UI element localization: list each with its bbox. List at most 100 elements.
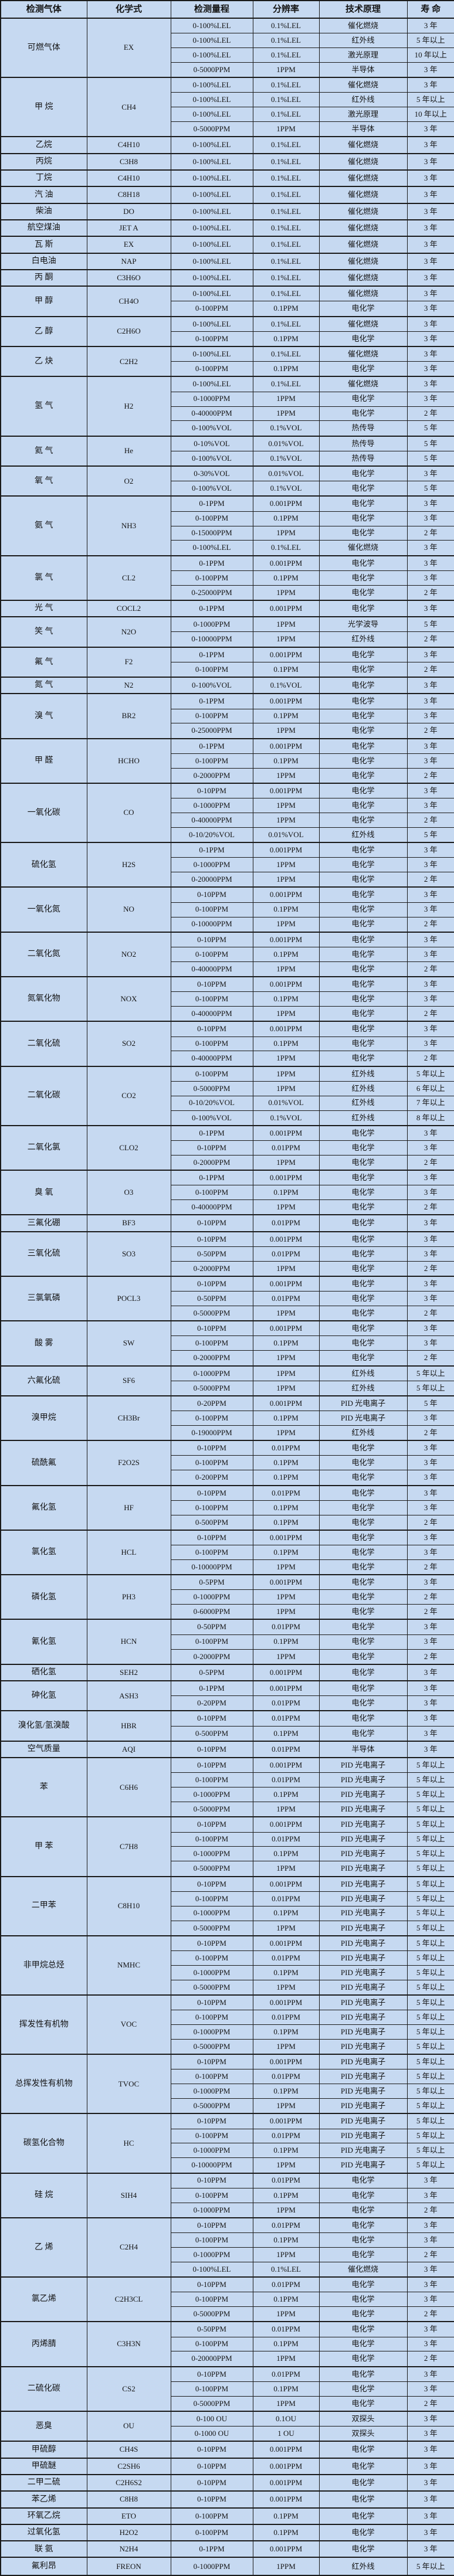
range-cell: 0-1000PPM	[170, 616, 253, 633]
formula-cell: AQI	[86, 1740, 171, 1758]
principle-cell: 电化学	[319, 584, 408, 601]
column-header-2: 检测量程	[170, 0, 253, 19]
lifespan-cell: 5 年	[406, 481, 454, 497]
principle-cell: 红外线	[319, 33, 408, 49]
table-row: 氮氧化物 NOX 0-10PPM 0.001PPM 电化学 3 年	[0, 976, 454, 1022]
resolution-cell: 1PPM	[252, 1260, 320, 1277]
resolution-cell: 0.001PPM	[252, 1757, 320, 1773]
resolution-cell: 1PPM	[252, 1065, 320, 1082]
range-cell: 0-1000PPM	[170, 2024, 253, 2040]
resolution-cell: 0.1OU	[252, 2410, 320, 2427]
lifespan-cell: 5 年以上	[406, 1787, 454, 1803]
range-cell: 0-100PPM	[170, 331, 253, 347]
resolution-cell: 0.1PPM	[252, 511, 320, 526]
lifespan-cell: 2 年	[406, 1051, 454, 1067]
range-cell: 0-1PPM	[170, 599, 253, 617]
resolution-cell: 1PPM	[252, 2202, 320, 2218]
lifespan-cell: 3 年	[406, 331, 454, 347]
column-header-0: 检测气体	[0, 0, 87, 19]
resolution-cell: 0.1%LEL	[252, 47, 320, 63]
formula-cell: C8H18	[86, 186, 171, 204]
range-cell: 0-100PPM	[170, 1891, 253, 1906]
range-cell: 0-100PPM	[170, 946, 253, 962]
range-cell: 0-100PPM	[170, 2507, 253, 2525]
table-row: 氯 气 CL2 0-1PPM 0.001PPM 电化学 3 年	[0, 555, 454, 601]
resolution-cell: 1PPM	[252, 813, 320, 828]
gas-name-cell: 三氟化硼	[0, 1214, 87, 1232]
range-cell: 0-2000PPM	[170, 1350, 253, 1367]
table-row: 0-1000PPM 0.1PPM PID 光电离子 5 年以上	[1, 2143, 454, 2159]
lifespan-cell: 5 年以上	[406, 2113, 454, 2129]
formula-cell: SF6	[86, 1365, 171, 1396]
range-cell: 0-100%LEL	[170, 186, 253, 204]
table-row: 溴 气 BR2 0-1PPM 0.001PPM 电化学 3 年	[0, 693, 454, 739]
formula-cell: BR2	[86, 693, 171, 739]
lifespan-cell: 3 年	[406, 842, 454, 858]
table-row: 二硫化碳 CS2 0-10PPM 0.01PPM 电化学 3 年	[0, 2366, 454, 2412]
table-row: 氮 气 N2 0-100%VOL 0.1%VOL 电化学 3 年	[0, 677, 454, 694]
resolution-cell: 0.001PPM	[252, 646, 320, 662]
gas-name-cell: 丙 酮	[0, 269, 87, 287]
table-row: 0-100%VOL 0.1%VOL 电化学 5 年	[1, 481, 454, 497]
range-cell: 0-100PPM	[170, 2187, 253, 2203]
table-row: 0-1000PPM 1PPM 电化学 2 年	[1, 1589, 454, 1605]
principle-cell: 电化学	[319, 946, 408, 962]
range-cell: 0-10PPM	[170, 2054, 253, 2070]
table-row: 氯化氢 HCL 0-10PPM 0.001PPM 电化学 3 年	[0, 1529, 454, 1575]
table-row: 氧 气 O2 0-30%VOL 0.01%VOL 电化学 3 年	[0, 465, 454, 497]
principle-cell: 半导体	[319, 62, 408, 78]
range-cell: 0-500PPM	[170, 1725, 253, 1742]
lifespan-cell: 3 年	[406, 391, 454, 407]
principle-cell: 电化学	[319, 1545, 408, 1560]
resolution-cell: 1PPM	[252, 525, 320, 541]
resolution-cell: 0.01PPM	[252, 1710, 320, 1727]
resolution-cell: 0.1PPM	[252, 2336, 320, 2352]
principle-cell: 电化学	[319, 1604, 408, 1620]
formula-cell: SEH2	[86, 1663, 171, 1681]
formula-cell: CO	[86, 782, 171, 843]
range-cell: 0-1PPM	[170, 2540, 253, 2558]
formula-cell: EX	[86, 236, 171, 254]
formula-cell: NAP	[86, 252, 171, 270]
lifespan-cell: 3 年	[406, 376, 454, 392]
gas-name-cell: 乙 烯	[0, 2217, 87, 2278]
range-cell: 0-100%LEL	[170, 219, 253, 237]
gas-name-cell: 二氧化碳	[0, 1065, 87, 1126]
lifespan-cell: 3 年	[406, 152, 454, 171]
resolution-cell: 0.1PPM	[252, 570, 320, 586]
resolution-cell: 1PPM	[252, 1861, 320, 1877]
resolution-cell: 0.1PPM	[252, 1411, 320, 1426]
range-cell: 0-1000PPM	[170, 2143, 253, 2159]
lifespan-cell: 5 年以上	[406, 1994, 454, 2011]
table-row: 0-1000PPM 1PPM 电化学 3 年	[1, 391, 454, 407]
range-cell: 0-10PPM	[170, 1440, 253, 1456]
lifespan-cell: 5 年以上	[406, 1831, 454, 1847]
gas-name-cell: 笑 气	[0, 616, 87, 648]
formula-cell: DO	[86, 202, 171, 220]
resolution-cell: 1PPM	[252, 616, 320, 633]
resolution-cell: 0.001PPM	[252, 693, 320, 709]
table-row: 硫化氢 H2S 0-1PPM 0.001PPM 电化学 3 年	[0, 842, 454, 888]
lifespan-cell: 3 年	[406, 1545, 454, 1560]
table-row: 氟 气 F2 0-1PPM 0.001PPM 电化学 3 年	[0, 646, 454, 678]
range-cell: 0-100PPM	[170, 2381, 253, 2397]
formula-cell: HCN	[86, 1619, 171, 1665]
table-row: 0-500PPM 0.1PPM 电化学 2 年	[1, 1514, 454, 1531]
lifespan-cell: 5 年以上	[406, 2143, 454, 2159]
lifespan-cell: 3 年	[406, 2410, 454, 2427]
range-cell: 0-25000PPM	[170, 723, 253, 739]
principle-cell: 电化学	[319, 782, 408, 799]
lifespan-cell: 8 年以上	[406, 1110, 454, 1126]
principle-cell: 电化学	[319, 1306, 408, 1321]
table-row: 氟化氢 HF 0-10PPM 0.01PPM 电化学 3 年	[0, 1484, 454, 1531]
lifespan-cell: 3 年	[406, 495, 454, 512]
table-row: 二氧化硫 SO2 0-10PPM 0.001PPM 电化学 3 年	[0, 1021, 454, 1067]
table-row: 三氟化硼 BF3 0-10PPM 0.01PPM 电化学 3 年	[0, 1214, 454, 1232]
formula-cell: C2SH6	[86, 2457, 171, 2475]
resolution-cell: 0.001PPM	[252, 1935, 320, 1951]
lifespan-cell: 5 年以上	[406, 1905, 454, 1921]
lifespan-cell: 2 年	[406, 2395, 454, 2412]
gas-name-cell: 三氯氧磷	[0, 1275, 87, 1321]
resolution-cell: 0.1PPM	[252, 1455, 320, 1471]
resolution-cell: 1PPM	[252, 2351, 320, 2367]
